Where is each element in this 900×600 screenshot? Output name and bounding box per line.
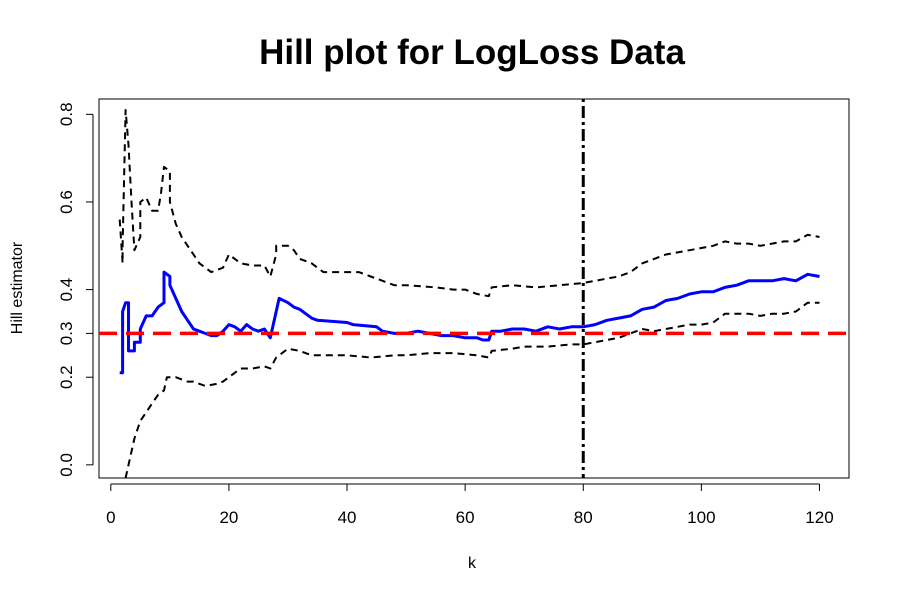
x-axis: 0 20 40 60 80 100 120 [106, 483, 834, 527]
x-axis-label: k [468, 555, 477, 572]
x-tick-label: 20 [219, 508, 238, 527]
chart-title: Hill plot for LogLoss Data [259, 33, 685, 72]
x-tick-label: 60 [456, 508, 475, 527]
series-line-upper-confidence-band [118, 109, 820, 298]
y-tick-label: 0.8 [57, 102, 76, 126]
x-tick-label: 100 [687, 508, 715, 527]
plot-marks [99, 99, 849, 478]
y-tick-label: 0.2 [57, 365, 76, 389]
plot-frame [98, 98, 850, 479]
y-axis-label: Hill estimator [9, 241, 26, 334]
y-tick-label: 0.6 [57, 190, 76, 214]
y-tick-label: 0.3 [57, 322, 76, 346]
series-line-hill-estimate [119, 270, 820, 375]
series-line-lower-confidence-band [124, 301, 820, 478]
y-tick-label: 0.4 [57, 278, 76, 302]
x-tick-label: 120 [805, 508, 833, 527]
y-tick-label: 0.0 [57, 453, 76, 477]
x-tick-label: 80 [574, 508, 593, 527]
x-tick-label: 40 [338, 508, 357, 527]
x-tick-label: 0 [106, 508, 115, 527]
y-axis: 0.0 0.2 0.3 0.4 0.6 0.8 [57, 102, 94, 477]
